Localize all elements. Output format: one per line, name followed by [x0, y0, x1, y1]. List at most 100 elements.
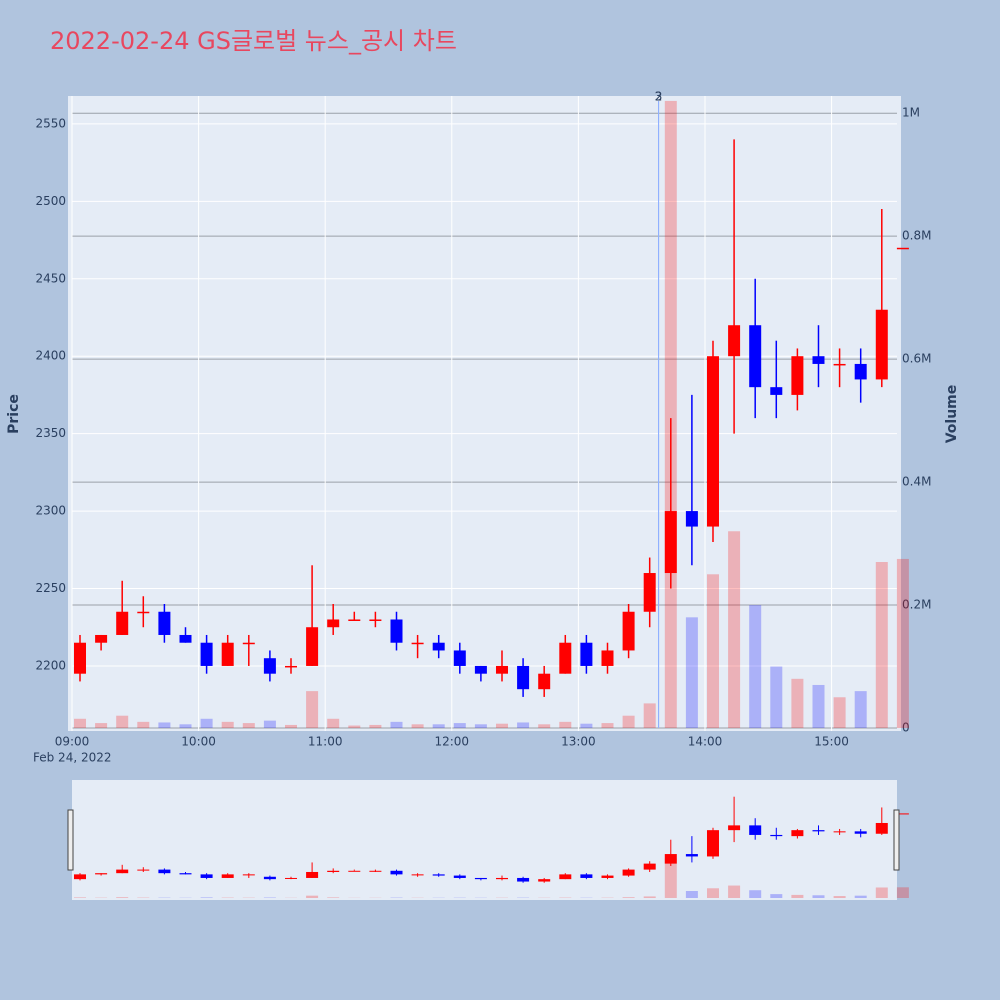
y-tick-label: 2300 — [35, 504, 66, 518]
slider-volume-bar — [896, 887, 909, 898]
slider-volume-bar — [706, 888, 719, 898]
annotation: 2 — [655, 90, 663, 104]
slider-volume-bar — [833, 896, 846, 898]
volume-bar — [685, 617, 698, 728]
candle-body — [664, 511, 677, 574]
range-slider[interactable] — [72, 780, 897, 900]
volume-bar — [622, 715, 635, 728]
volume-bar — [179, 724, 192, 728]
volume-bar — [390, 721, 403, 728]
y2-axis-title: Volume — [944, 385, 960, 444]
slider-candle-body — [474, 877, 487, 880]
y2-tick-label: 0.6M — [902, 352, 931, 366]
slider-candle-body — [263, 876, 276, 880]
candle-body — [728, 325, 741, 357]
volume-bar — [538, 724, 551, 728]
slider-candle-body — [749, 825, 762, 835]
slider-volume-bar — [306, 895, 319, 898]
y-tick-label: 2550 — [35, 116, 66, 130]
y-axis-title: Price — [6, 394, 22, 434]
slider-candle-body — [411, 874, 424, 876]
candle-body — [854, 363, 867, 380]
slider-candle-body — [643, 863, 656, 870]
slider-volume-bar — [791, 894, 804, 898]
y2-tick-label: 0.2M — [902, 598, 931, 612]
volume-bar — [411, 724, 424, 728]
volume-bar — [453, 723, 466, 728]
candle-body — [791, 356, 804, 395]
annotation: 3 — [655, 90, 663, 104]
y-tick-label: 2200 — [35, 658, 66, 672]
slider-volume-bar — [875, 887, 888, 898]
candle-body — [495, 665, 508, 674]
chart-title: 2022-02-24 GS글로벌 뉴스_공시 차트 — [50, 27, 457, 55]
slider-candle-body — [390, 870, 403, 875]
volume-bar — [495, 723, 508, 728]
candle-body — [116, 611, 129, 635]
slider-candle-body — [221, 874, 234, 878]
y2-tick-label: 0.8M — [902, 229, 931, 243]
candle-body — [896, 247, 909, 250]
volume-bar — [728, 531, 741, 728]
slider-candle-body — [179, 873, 192, 875]
candle-body — [517, 665, 530, 690]
slider-candle-body — [74, 874, 86, 880]
slider-candle-body — [559, 874, 572, 880]
volume-bar — [284, 724, 297, 728]
slider-candle-body — [242, 874, 255, 876]
slider-candle-body — [791, 830, 804, 837]
candle-body — [538, 673, 551, 690]
slider-volume-bar — [622, 897, 635, 898]
slider-volume-bar — [812, 895, 825, 898]
y-tick-label: 2350 — [35, 426, 66, 440]
candle-body — [601, 650, 614, 666]
slider-candle-body — [875, 822, 888, 834]
candle-body — [179, 634, 192, 643]
volume-bar — [706, 574, 719, 728]
candle-body — [474, 665, 487, 674]
slider-candle-body — [601, 875, 614, 878]
candle-body — [833, 363, 846, 366]
slider-candle-body — [158, 869, 171, 874]
volume-bar — [306, 691, 319, 728]
candle-body — [706, 356, 719, 527]
slider-volume-bar — [664, 858, 677, 898]
slider-candle-body — [517, 877, 530, 882]
candle-body — [411, 642, 424, 645]
slider-volume-bar — [685, 890, 698, 898]
slider-candle-body — [896, 813, 909, 815]
y-tick-label: 2400 — [35, 349, 66, 363]
slider-candle-body — [728, 825, 741, 831]
candle-body — [200, 642, 213, 666]
x-tick-label: 11:00 — [308, 735, 343, 749]
slider-candle-body — [432, 874, 445, 876]
candle-body — [390, 619, 403, 643]
slider-handle[interactable] — [893, 809, 900, 871]
candle-body — [559, 642, 572, 674]
slider-volume-bar — [116, 897, 129, 898]
volume-bar — [517, 722, 530, 728]
slider-candle-body — [348, 870, 361, 872]
volume-bar — [559, 721, 572, 728]
slider-candle-body — [854, 831, 867, 834]
x-tick-label: 15:00 — [814, 735, 849, 749]
slider-candle-body — [306, 871, 319, 878]
candle-body — [643, 573, 656, 612]
volume-bar — [601, 723, 614, 728]
candle-body — [137, 611, 150, 614]
slider-candle-body — [706, 830, 719, 857]
volume-bar — [770, 666, 783, 728]
y2-tick-label: 1M — [902, 106, 920, 120]
slider-volume-bar — [854, 895, 867, 898]
volume-bar — [200, 718, 213, 728]
volume-bar — [875, 562, 888, 728]
slider-volume-bar — [200, 897, 213, 898]
volume-bar — [643, 703, 656, 728]
volume-bar — [74, 718, 86, 728]
candle-body — [327, 619, 340, 628]
slider-candle-body — [580, 874, 593, 878]
slider-handle[interactable] — [67, 809, 74, 871]
slider-volume-bar — [749, 890, 762, 898]
volume-bar — [327, 718, 340, 728]
candle-body — [812, 356, 825, 364]
